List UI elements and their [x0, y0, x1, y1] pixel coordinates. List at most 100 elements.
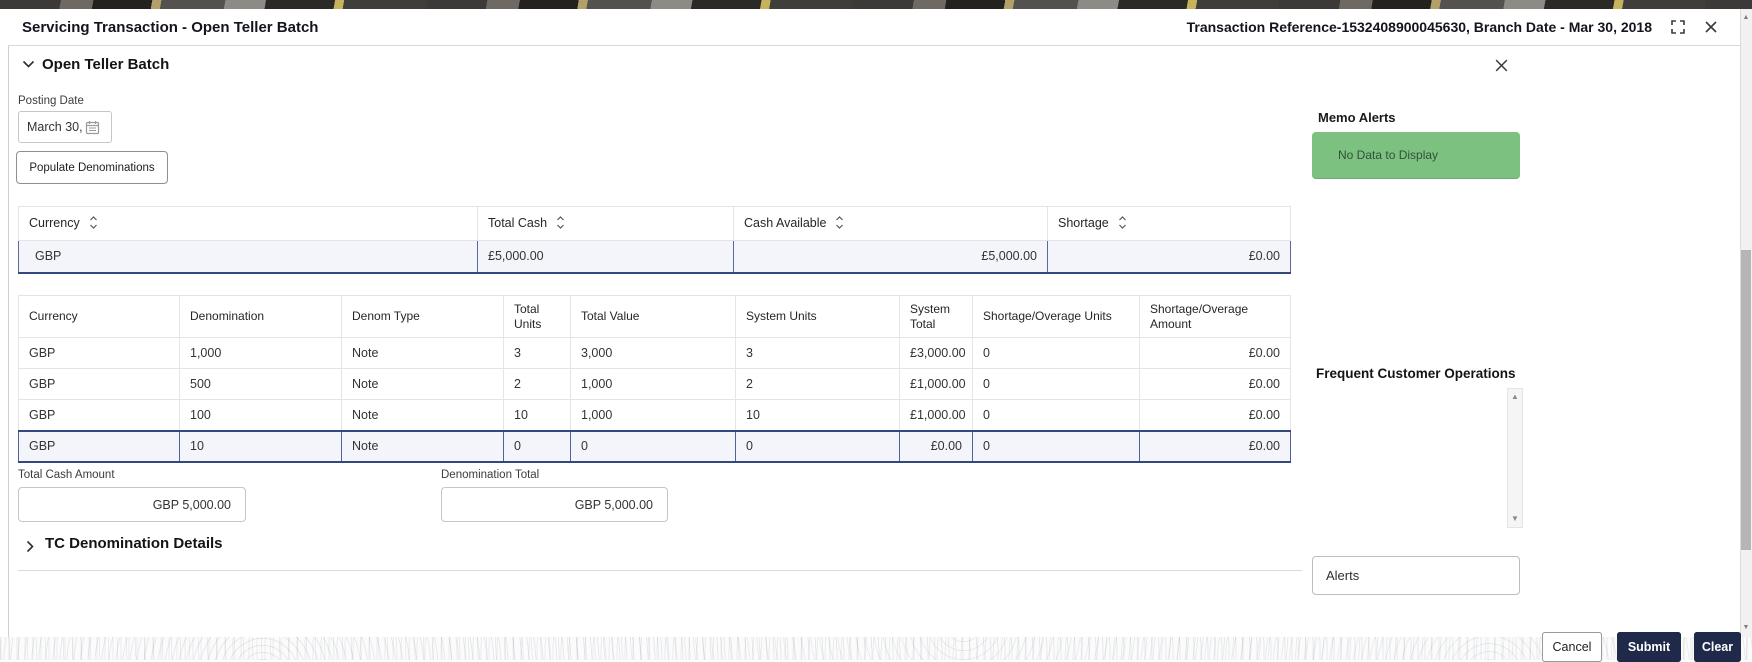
- cell: 10: [179, 429, 342, 463]
- total-cash-amount-label: Total Cash Amount: [18, 469, 115, 481]
- cell: £0.00: [1139, 429, 1291, 463]
- cell: Note: [341, 429, 504, 463]
- chevron-right-icon[interactable]: [26, 540, 35, 553]
- cancel-button[interactable]: Cancel: [1542, 632, 1602, 662]
- cell: 0: [972, 368, 1140, 400]
- column-header-cash-available[interactable]: Cash Available: [733, 206, 1048, 241]
- cell-shortage: £0.00: [1047, 240, 1291, 274]
- cell: £0.00: [1139, 399, 1291, 431]
- sort-icon[interactable]: [835, 215, 844, 232]
- denomination-total-label: Denomination Total: [441, 469, 540, 481]
- denomination-total-input[interactable]: GBP 5,000.00: [441, 487, 668, 522]
- sort-icon[interactable]: [89, 215, 98, 232]
- column-header-total-cash[interactable]: Total Cash: [477, 206, 734, 241]
- column-header-currency[interactable]: Currency: [18, 206, 478, 241]
- page-scrollbar-thumb[interactable]: [1741, 250, 1751, 550]
- cell: 1,000: [179, 337, 342, 369]
- cell: 3: [735, 337, 900, 369]
- cell: 500: [179, 368, 342, 400]
- submit-button[interactable]: Submit: [1617, 632, 1681, 662]
- calendar-icon[interactable]: [85, 120, 100, 135]
- transaction-reference: Transaction Reference-1532408900045630, …: [1186, 19, 1652, 35]
- column-header: Total Value: [570, 295, 736, 338]
- close-icon[interactable]: [1494, 58, 1509, 73]
- chevron-down-icon[interactable]: [22, 60, 35, 69]
- cell: £0.00: [899, 429, 973, 463]
- scroll-down-icon[interactable]: ▼: [1511, 514, 1519, 523]
- cell: 10: [735, 399, 900, 431]
- cell-total-cash: £5,000.00: [477, 240, 734, 274]
- divider: [18, 570, 1302, 571]
- cell: 0: [570, 429, 736, 463]
- cell: 1,000: [570, 399, 736, 431]
- top-photo-strip: [0, 0, 1752, 9]
- cell: 100: [179, 399, 342, 431]
- cell: GBP: [18, 399, 180, 431]
- column-header: Total Units: [503, 295, 571, 338]
- bottom-pattern-strip: [0, 637, 1752, 660]
- posting-date-input[interactable]: March 30,: [18, 111, 112, 143]
- currency-summary-table: Currency Total Cash Cash Available Short…: [18, 206, 1291, 274]
- denomination-table: Currency Denomination Denom Type Total U…: [18, 295, 1291, 463]
- table-row[interactable]: GBP £5,000.00 £5,000.00 £0.00: [18, 240, 1291, 274]
- cell: £3,000.00: [899, 337, 973, 369]
- memo-alerts-empty-state: No Data to Display: [1312, 132, 1520, 178]
- cell: £0.00: [1139, 337, 1291, 369]
- clear-button[interactable]: Clear: [1694, 632, 1741, 662]
- table-row[interactable]: GBP 100 Note 10 1,000 10 £1,000.00 0 £0.…: [18, 399, 1291, 431]
- cell: Note: [341, 399, 504, 431]
- column-header: Shortage/Overage Units: [972, 295, 1140, 338]
- memo-alerts-title: Memo Alerts: [1318, 110, 1396, 125]
- window-close-icon[interactable]: [1704, 20, 1718, 34]
- populate-denominations-button[interactable]: Populate Denominations: [16, 151, 168, 184]
- column-header: System Units: [735, 295, 900, 338]
- cell: 0: [972, 337, 1140, 369]
- scroll-up-icon[interactable]: ▲: [1511, 392, 1519, 401]
- cell-cash-available: £5,000.00: [733, 240, 1048, 274]
- cell: GBP: [18, 337, 180, 369]
- cell: 2: [735, 368, 900, 400]
- title-bar: Servicing Transaction - Open Teller Batc…: [8, 9, 1740, 46]
- column-header: Shortage/Overage Amount: [1139, 295, 1291, 338]
- denom-header-row: Currency Denomination Denom Type Total U…: [18, 295, 1291, 338]
- cell: 0: [735, 429, 900, 463]
- cell: GBP: [18, 368, 180, 400]
- cell: GBP: [18, 429, 180, 463]
- table-row[interactable]: GBP 500 Note 2 1,000 2 £1,000.00 0 £0.00: [18, 368, 1291, 400]
- sort-icon[interactable]: [1118, 215, 1127, 232]
- scroll-up-icon[interactable]: ▲: [1742, 13, 1750, 21]
- cell: 3,000: [570, 337, 736, 369]
- cell: 2: [503, 368, 571, 400]
- cell: £1,000.00: [899, 368, 973, 400]
- frequent-customer-operations-title: Frequent Customer Operations: [1316, 366, 1516, 381]
- table-row-selected[interactable]: GBP 10 Note 0 0 0 £0.00 0 £0.00: [18, 429, 1291, 463]
- column-header: Currency: [18, 295, 180, 338]
- cell: Note: [341, 337, 504, 369]
- cell: 0: [503, 429, 571, 463]
- frequent-ops-scrollbar[interactable]: ▲ ▼: [1507, 388, 1523, 528]
- column-header: Denomination: [179, 295, 342, 338]
- column-header: System Total: [899, 295, 973, 338]
- scroll-down-icon[interactable]: ▼: [1742, 623, 1750, 631]
- alerts-input[interactable]: Alerts: [1312, 556, 1520, 595]
- posting-date-label: Posting Date: [18, 95, 84, 107]
- posting-date-value: March 30,: [27, 120, 83, 134]
- cell: £1,000.00: [899, 399, 973, 431]
- table-row[interactable]: GBP 1,000 Note 3 3,000 3 £3,000.00 0 £0.…: [18, 337, 1291, 369]
- sort-icon[interactable]: [556, 215, 565, 232]
- cell: 0: [972, 429, 1140, 463]
- total-cash-amount-input[interactable]: GBP 5,000.00: [18, 487, 246, 522]
- cell: 10: [503, 399, 571, 431]
- column-header-shortage[interactable]: Shortage: [1047, 206, 1291, 241]
- cell: 3: [503, 337, 571, 369]
- cell-currency: GBP: [18, 240, 478, 274]
- tc-denomination-details-title: TC Denomination Details: [45, 535, 223, 552]
- column-header: Denom Type: [341, 295, 504, 338]
- summary-header-row: Currency Total Cash Cash Available Short…: [18, 206, 1291, 241]
- cell: 1,000: [570, 368, 736, 400]
- cell: 0: [972, 399, 1140, 431]
- cell: £0.00: [1139, 368, 1291, 400]
- expand-icon[interactable]: [1670, 19, 1686, 35]
- cell: Note: [341, 368, 504, 400]
- page-title: Servicing Transaction - Open Teller Batc…: [22, 18, 319, 36]
